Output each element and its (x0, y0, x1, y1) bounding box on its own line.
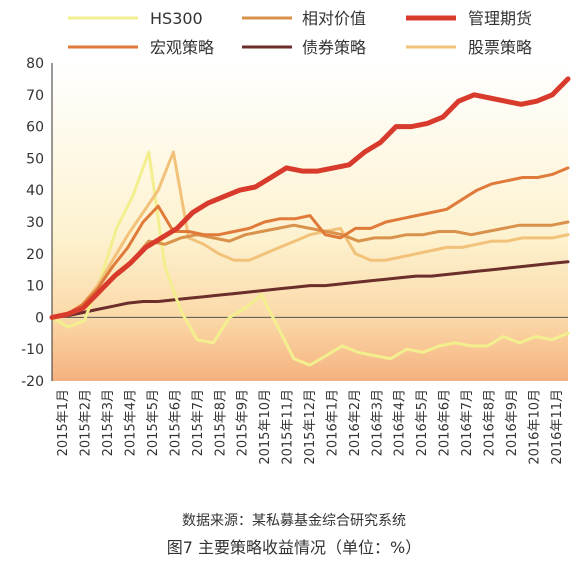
x-tick-label: 2016年7月 (460, 389, 475, 456)
x-tick-label: 2016年6月 (438, 389, 453, 456)
y-tick-label: -20 (21, 374, 44, 390)
x-axis: 2015年1月 2015年2月 2015年3月 2015年4月 2015年5月 2015年… (56, 389, 565, 465)
x-tick-label: 2015年2月 (79, 389, 94, 456)
x-tick-label: 2016年11月 (550, 389, 565, 465)
legend-item-managed-futures: 管理期货 (406, 9, 532, 28)
legend: HS300 相对价值 管理期货 宏观策略 债券策略 股票策略 (68, 9, 532, 57)
x-tick-label: 2015年9月 (236, 389, 251, 456)
legend-item-bond: 债券策略 (242, 38, 366, 57)
y-tick-label: 40 (26, 183, 44, 199)
legend-label-equity: 股票策略 (468, 38, 532, 57)
x-tick-label: 2015年5月 (146, 389, 161, 456)
x-tick-label: 2016年10月 (527, 389, 542, 465)
legend-label-managed-futures: 管理期货 (468, 9, 532, 28)
legend-item-equity: 股票策略 (406, 38, 532, 57)
x-tick-label: 2015年4月 (124, 389, 139, 456)
x-tick-label: 2016年1月 (325, 389, 340, 456)
y-axis: 80 70 60 50 40 30 20 10 0 -10 -20 (21, 56, 568, 390)
x-tick-label: 2015年11月 (281, 389, 296, 465)
x-tick-label: 2015年12月 (303, 389, 318, 465)
x-tick-label: 2015年1月 (56, 389, 71, 456)
x-tick-label: 2016年9月 (505, 389, 520, 456)
x-tick-label: 2016年2月 (348, 389, 363, 456)
legend-label-macro: 宏观策略 (150, 38, 214, 57)
legend-item-relative-value: 相对价值 (242, 9, 366, 28)
x-tick-label: 2015年7月 (191, 389, 206, 456)
y-tick-label: 60 (26, 120, 44, 136)
x-tick-label: 2015年6月 (168, 389, 183, 456)
x-tick-label: 2016年4月 (393, 389, 408, 456)
y-tick-label: -10 (21, 342, 44, 358)
series-line-2 (49, 76, 571, 320)
x-tick-label: 2015年3月 (101, 389, 116, 456)
legend-label-hs300: HS300 (150, 9, 203, 28)
series-line-3 (50, 166, 570, 319)
figure-title: 图7 主要策略收益情况（单位：%） (167, 538, 421, 557)
series-line-5 (50, 150, 570, 319)
series-layer (49, 76, 571, 367)
y-tick-label: 30 (26, 215, 44, 231)
y-tick-label: 10 (26, 279, 44, 295)
legend-label-bond: 债券策略 (302, 38, 366, 57)
y-tick-label: 50 (26, 151, 44, 167)
y-tick-label: 70 (26, 88, 44, 104)
x-tick-label: 2016年5月 (415, 389, 430, 456)
source-note: 数据来源：某私募基金综合研究系统 (182, 512, 406, 529)
y-tick-label: 0 (35, 310, 44, 326)
y-tick-label: 20 (26, 247, 44, 263)
x-tick-label: 2016年3月 (370, 389, 385, 456)
series-line-4 (50, 260, 570, 319)
x-tick-label: 2015年8月 (213, 389, 228, 456)
legend-label-relative-value: 相对价值 (302, 9, 366, 28)
x-tick-label: 2016年8月 (482, 389, 497, 456)
y-tick-label: 80 (26, 56, 44, 72)
x-tick-label: 2015年10月 (258, 389, 273, 465)
series-line-0 (50, 150, 570, 367)
legend-item-macro: 宏观策略 (68, 38, 214, 57)
plot-background (52, 63, 568, 381)
legend-item-hs300: HS300 (68, 9, 203, 28)
